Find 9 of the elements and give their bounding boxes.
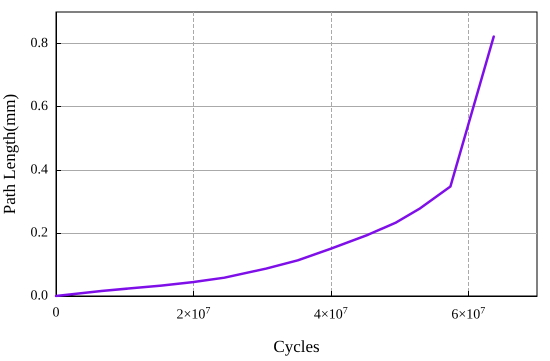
y-tick-label: 0.2 — [30, 225, 48, 240]
x-axis-title: Cycles — [273, 337, 320, 356]
line-series — [54, 35, 495, 298]
y-tick-label: 0.6 — [30, 99, 48, 114]
y-tick-label: 0.4 — [30, 162, 48, 178]
x-tick-label: 0 — [52, 306, 60, 320]
text: 0.0 — [30, 288, 48, 304]
y-tick-label: 0.8 — [30, 36, 48, 52]
y-axis-title: Path Length(mm) — [0, 94, 19, 214]
